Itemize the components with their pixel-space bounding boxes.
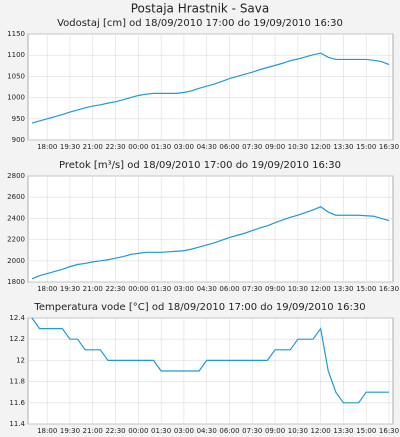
y-tick-label: 1800 — [7, 278, 25, 286]
x-tick-label: 01:30 — [151, 285, 171, 293]
chart-title: Pretok [m³/s] od 18/09/2010 17:00 do 19/… — [59, 160, 341, 171]
y-tick-label: 12.2 — [9, 335, 25, 343]
x-tick-label: 00:00 — [128, 285, 148, 293]
plot-area — [27, 33, 394, 141]
y-tick-label: 950 — [12, 115, 25, 123]
x-tick-label: 04:30 — [197, 427, 217, 435]
x-tick-label: 22:30 — [105, 285, 125, 293]
x-tick-label: 07:30 — [242, 143, 262, 151]
y-tick-label: 1050 — [7, 72, 25, 80]
x-tick-label: 19:30 — [60, 143, 80, 151]
x-tick-label: 03:00 — [174, 427, 194, 435]
plot-area — [27, 175, 394, 283]
x-tick-label: 04:30 — [197, 285, 217, 293]
x-tick-label: 21:00 — [83, 143, 103, 151]
y-tick-label: 2000 — [7, 257, 25, 265]
y-tick-label: 12.4 — [9, 314, 25, 322]
x-tick-label: 21:00 — [83, 427, 103, 435]
x-tick-label: 19:30 — [60, 285, 80, 293]
y-tick-label: 2800 — [7, 172, 25, 180]
x-tick-label: 15:00 — [356, 427, 376, 435]
x-tick-label: 01:30 — [151, 143, 171, 151]
x-tick-label: 18:00 — [37, 427, 57, 435]
y-tick-label: 11.6 — [9, 399, 25, 407]
x-tick-label: 07:30 — [242, 285, 262, 293]
x-tick-label: 09:00 — [265, 285, 285, 293]
data-line — [31, 317, 389, 404]
x-tick-label: 13:30 — [333, 143, 353, 151]
x-tick-label: 15:00 — [356, 285, 376, 293]
x-tick-label: 12:00 — [311, 143, 331, 151]
x-tick-label: 06:00 — [219, 285, 239, 293]
x-tick-label: 18:00 — [37, 143, 57, 151]
data-line — [31, 206, 390, 280]
chart-title: Vodostaj [cm] od 18/09/2010 17:00 do 19/… — [57, 18, 343, 29]
y-tick-label: 2200 — [7, 236, 25, 244]
x-tick-label: 18:00 — [37, 285, 57, 293]
x-tick-label: 15:00 — [356, 143, 376, 151]
x-tick-label: 06:00 — [219, 143, 239, 151]
x-tick-label: 03:00 — [174, 143, 194, 151]
y-tick-label: 900 — [12, 136, 25, 144]
x-tick-label: 16:30 — [379, 143, 399, 151]
chart-title: Temperatura vode [°C] od 18/09/2010 17:0… — [33, 302, 365, 313]
x-tick-label: 06:00 — [219, 427, 239, 435]
x-tick-label: 07:30 — [242, 427, 262, 435]
x-tick-label: 04:30 — [197, 143, 217, 151]
y-tick-label: 1100 — [7, 51, 25, 59]
x-tick-label: 09:00 — [265, 143, 285, 151]
y-tick-label: 2400 — [7, 214, 25, 222]
x-tick-label: 10:30 — [288, 427, 308, 435]
x-tick-label: 13:30 — [333, 427, 353, 435]
x-tick-label: 03:00 — [174, 285, 194, 293]
y-tick-label: 11.8 — [9, 378, 25, 386]
x-tick-label: 13:30 — [333, 285, 353, 293]
y-tick-label: 12 — [16, 356, 25, 364]
x-tick-label: 00:00 — [128, 143, 148, 151]
y-tick-label: 11.4 — [9, 420, 25, 428]
plot-area — [27, 317, 394, 425]
x-tick-label: 12:00 — [311, 427, 331, 435]
data-line — [31, 52, 390, 124]
x-tick-label: 16:30 — [379, 285, 399, 293]
x-tick-label: 01:30 — [151, 427, 171, 435]
x-tick-label: 22:30 — [105, 143, 125, 151]
x-tick-label: 16:30 — [379, 427, 399, 435]
y-tick-label: 1000 — [7, 94, 25, 102]
x-tick-label: 10:30 — [288, 285, 308, 293]
y-tick-label: 2600 — [7, 193, 25, 201]
x-tick-label: 21:00 — [83, 285, 103, 293]
x-tick-label: 00:00 — [128, 427, 148, 435]
x-tick-label: 09:00 — [265, 427, 285, 435]
x-tick-label: 12:00 — [311, 285, 331, 293]
x-tick-label: 19:30 — [60, 427, 80, 435]
x-tick-label: 10:30 — [288, 143, 308, 151]
page-title: Postaja Hrastnik - Sava — [131, 2, 270, 16]
y-tick-label: 1150 — [7, 30, 25, 38]
x-tick-label: 22:30 — [105, 427, 125, 435]
